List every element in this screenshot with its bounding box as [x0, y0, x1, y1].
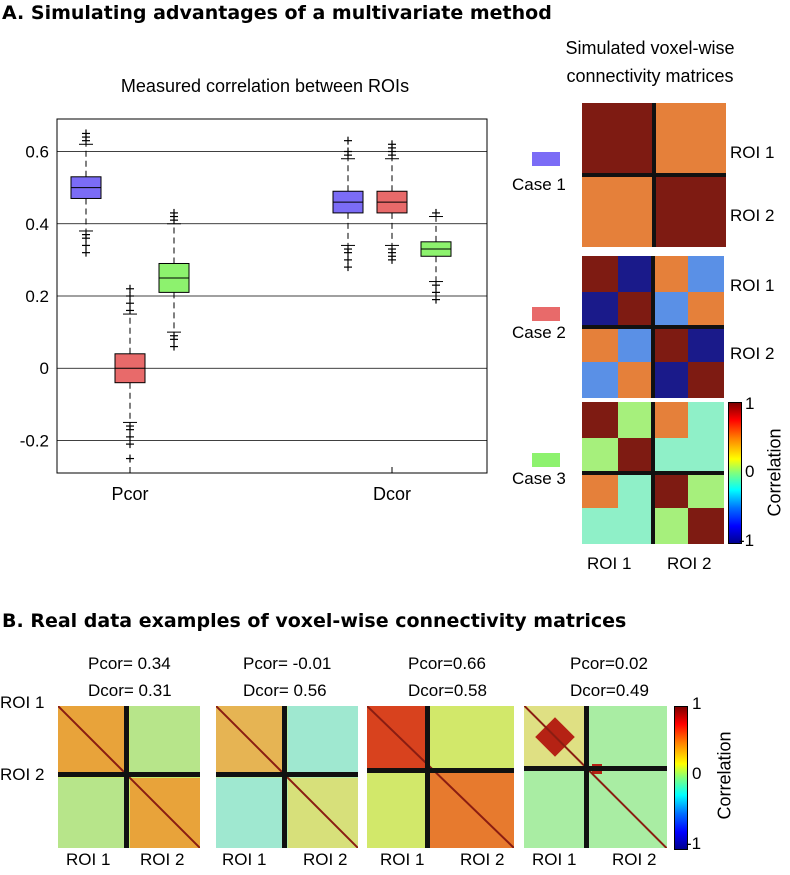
- outlier-marker: [344, 245, 352, 254]
- outlier-marker: [432, 295, 440, 304]
- real-matrix-1: [58, 706, 200, 848]
- ex4-dcor: Dcor=0.49: [570, 681, 649, 700]
- y-tick-label: 0.6: [25, 143, 49, 162]
- colorbar-a: [728, 402, 742, 544]
- case2-label: Case 2: [512, 323, 566, 342]
- colorbar-b-tick-min: -1: [686, 834, 702, 853]
- case3-label: Case 3: [512, 469, 566, 488]
- outlier-marker: [388, 140, 396, 149]
- ex3-dcor: Dcor=0.58: [408, 681, 487, 700]
- section-b-title: B. Real data examples of voxel-wise conn…: [2, 610, 627, 632]
- outlier-marker: [82, 248, 90, 257]
- outlier-marker: [82, 230, 90, 239]
- sim-x-roi1-label: ROI 1: [587, 554, 632, 573]
- x-category-label: Pcor: [111, 484, 148, 504]
- case2-matrix: [582, 256, 724, 398]
- outlier-marker: [170, 342, 178, 351]
- colorbar-b-tick-max: 1: [692, 694, 702, 713]
- case1-swatch: [532, 152, 560, 166]
- outlier-marker: [82, 241, 90, 250]
- section-a-title: A. Simulating advantages of a multivaria…: [2, 2, 552, 24]
- outlier-marker: [388, 245, 396, 254]
- ex2-dcor: Dcor= 0.56: [243, 681, 327, 700]
- outlier-marker: [126, 306, 134, 315]
- case3-swatch: [532, 453, 560, 467]
- outlier-marker: [126, 432, 134, 441]
- colorbar-b: [674, 706, 688, 850]
- real-roi1-label: ROI 1: [0, 693, 45, 712]
- case1-roi1-label: ROI 1: [730, 143, 775, 162]
- outlier-marker: [126, 440, 134, 449]
- colorbar-a-tick-zero: 0: [745, 462, 755, 481]
- outlier-marker: [126, 299, 134, 308]
- ex2-pcor: Pcor= -0.01: [243, 654, 332, 673]
- sim-x-roi2-label: ROI 2: [667, 554, 712, 573]
- ex3-pcor: Pcor=0.66: [408, 654, 486, 673]
- ex3-roi1: ROI 1: [380, 850, 425, 869]
- real-matrix-3: [367, 706, 514, 848]
- outlier-marker: [344, 255, 352, 264]
- case2-roi1-label: ROI 1: [730, 276, 775, 295]
- real-roi2-label: ROI 2: [0, 765, 45, 784]
- ex4-roi2: ROI 2: [612, 850, 657, 869]
- case2-swatch: [532, 307, 560, 321]
- y-tick-label: 0: [40, 359, 49, 378]
- ex1-roi2: ROI 2: [140, 850, 185, 869]
- ex4-roi1: ROI 1: [532, 850, 577, 869]
- ex3-roi2: ROI 2: [460, 850, 505, 869]
- case3-matrix: [582, 402, 724, 544]
- ex4-pcor: Pcor=0.02: [570, 654, 648, 673]
- sim-matrices-title-line1: Simulated voxel-wise: [565, 38, 735, 58]
- case2-roi2-label: ROI 2: [730, 344, 775, 363]
- ex2-roi2: ROI 2: [303, 850, 348, 869]
- x-category-label: Dcor: [373, 484, 411, 504]
- outlier-marker: [170, 208, 178, 217]
- outlier-marker: [432, 208, 440, 217]
- y-tick-label: 0.4: [25, 215, 49, 234]
- outlier-marker: [432, 281, 440, 290]
- chart-title: Measured correlation between ROIs: [120, 76, 410, 96]
- case1-matrix: [582, 103, 726, 247]
- ex1-dcor: Dcor= 0.31: [88, 681, 172, 700]
- outlier-marker: [344, 136, 352, 145]
- outlier-marker: [170, 331, 178, 340]
- ex2-roi1: ROI 1: [222, 850, 267, 869]
- colorbar-a-tick-max: 1: [745, 394, 755, 413]
- outlier-marker: [82, 129, 90, 138]
- outlier-marker: [126, 284, 134, 293]
- colorbar-a-tick-min: -1: [739, 531, 755, 550]
- outlier-marker: [344, 263, 352, 272]
- real-matrix-4: [524, 706, 667, 848]
- outlier-marker: [126, 425, 134, 434]
- outlier-marker: [126, 454, 134, 463]
- case1-label: Case 1: [512, 175, 566, 194]
- colorbar-a-label: Correlation: [764, 428, 785, 517]
- real-matrix-2: [216, 706, 358, 848]
- case1-roi2-label: ROI 2: [730, 206, 775, 225]
- ex1-pcor: Pcor= 0.34: [88, 654, 171, 673]
- outlier-marker: [432, 288, 440, 297]
- outlier-marker: [126, 292, 134, 300]
- sim-matrices-title-line2: connectivity matrices: [566, 66, 734, 86]
- colorbar-b-tick-zero: 0: [692, 764, 702, 783]
- y-tick-label: -0.2: [20, 431, 49, 450]
- outlier-marker: [344, 147, 352, 156]
- y-tick-label: 0.2: [25, 287, 49, 306]
- ex1-roi1: ROI 1: [66, 850, 111, 869]
- colorbar-b-label: Correlation: [714, 731, 735, 820]
